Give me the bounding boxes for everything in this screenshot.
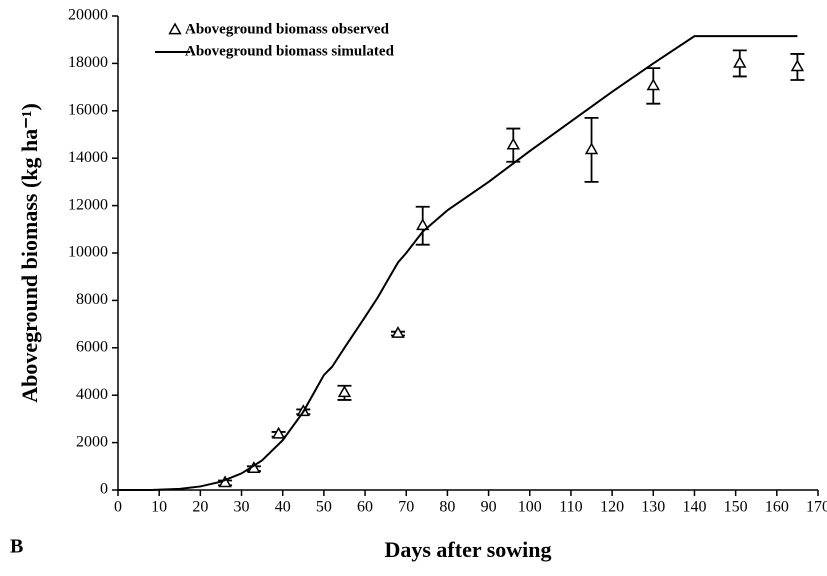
- y-tick-label: 16000: [68, 101, 108, 118]
- y-tick-label: 2000: [76, 433, 108, 450]
- y-tick-label: 10000: [68, 244, 108, 261]
- y-tick-label: 20000: [68, 7, 108, 24]
- x-tick-label: 60: [357, 499, 373, 516]
- x-tick-label: 40: [275, 499, 291, 516]
- x-tick-label: 0: [114, 499, 122, 516]
- x-tick-label: 130: [641, 499, 665, 516]
- marker: [271, 426, 286, 439]
- x-tick-label: 30: [234, 499, 250, 516]
- y-tick-label: 0: [100, 481, 108, 498]
- x-tick-label: 140: [682, 499, 706, 516]
- x-tick-label: 80: [439, 499, 455, 516]
- panel-label: B: [10, 536, 23, 558]
- marker: [646, 78, 660, 91]
- x-tick-label: 90: [481, 499, 497, 516]
- marker: [391, 326, 405, 338]
- x-tick-label: 70: [398, 499, 414, 516]
- x-tick-label: 150: [724, 499, 748, 516]
- marker: [337, 385, 352, 398]
- y-tick-label: 6000: [76, 338, 108, 355]
- x-tick-label: 160: [765, 499, 789, 516]
- legend-marker: [168, 22, 182, 35]
- x-tick-label: 110: [559, 499, 582, 516]
- y-tick-label: 8000: [76, 291, 108, 308]
- legend-label: Aboveground biomass simulated: [185, 43, 395, 59]
- line: [118, 35, 798, 491]
- x-tick-label: 10: [151, 499, 167, 516]
- marker: [584, 142, 599, 155]
- y-axis-label: Aboveground biomass (kg ha⁻¹): [17, 103, 42, 403]
- y-tick-label: 18000: [68, 54, 108, 71]
- legend-label: Aboveground biomass observed: [185, 21, 390, 37]
- x-tick-label: 50: [316, 499, 332, 516]
- x-tick-label: 170: [806, 499, 827, 516]
- y-tick-label: 4000: [76, 386, 108, 403]
- x-axis-label: Days after sowing: [384, 537, 551, 562]
- marker: [416, 218, 430, 231]
- marker: [790, 59, 805, 72]
- y-tick-label: 14000: [68, 149, 108, 166]
- x-tick-label: 100: [518, 499, 542, 516]
- y-tick-label: 12000: [68, 196, 108, 213]
- marker: [506, 137, 520, 150]
- marker: [733, 55, 747, 68]
- x-tick-label: 20: [192, 499, 208, 516]
- x-tick-label: 120: [600, 499, 624, 516]
